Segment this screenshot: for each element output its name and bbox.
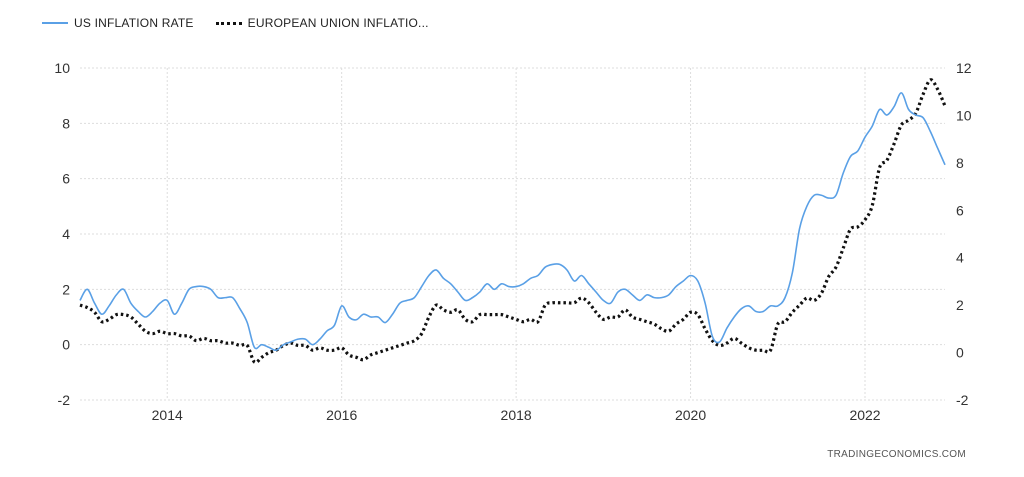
y-right-tick-label: 0	[956, 345, 964, 361]
x-tick-label: 2016	[326, 407, 357, 423]
y-right-tick-label: 6	[956, 202, 964, 218]
chart-legend: US INFLATION RATE EUROPEAN UNION INFLATI…	[42, 16, 429, 30]
legend-item-us[interactable]: US INFLATION RATE	[42, 16, 194, 30]
legend-label-us: US INFLATION RATE	[74, 16, 194, 30]
us-line-swatch	[42, 22, 68, 24]
y-right-tick-label: 8	[956, 155, 964, 171]
y-right-tick-label: -2	[956, 392, 969, 408]
y-left-tick-label: 10	[54, 60, 70, 76]
legend-label-eu: EUROPEAN UNION INFLATIO...	[247, 16, 429, 30]
y-left-tick-label: 6	[62, 171, 70, 187]
x-tick-label: 2014	[152, 407, 183, 423]
y-left-tick-label: 0	[62, 337, 70, 353]
legend-item-eu[interactable]: EUROPEAN UNION INFLATIO...	[215, 16, 429, 30]
y-left-tick-label: -2	[58, 392, 71, 408]
y-left-tick-label: 8	[62, 115, 70, 131]
source-credit: TRADINGECONOMICS.COM	[827, 449, 966, 460]
x-tick-label: 2020	[675, 407, 706, 423]
y-right-tick-label: 4	[956, 250, 964, 266]
eu-line-swatch	[215, 21, 242, 25]
x-tick-label: 2018	[501, 407, 532, 423]
series-line-us-inflation	[79, 92, 946, 352]
y-left-tick-label: 2	[62, 281, 70, 297]
y-right-tick-label: 10	[956, 107, 972, 123]
series-line-eu-inflation	[79, 78, 947, 365]
y-right-tick-label: 12	[956, 60, 972, 76]
x-tick-label: 2022	[849, 407, 880, 423]
y-left-tick-label: 4	[62, 226, 70, 242]
y-right-tick-label: 2	[956, 297, 964, 313]
